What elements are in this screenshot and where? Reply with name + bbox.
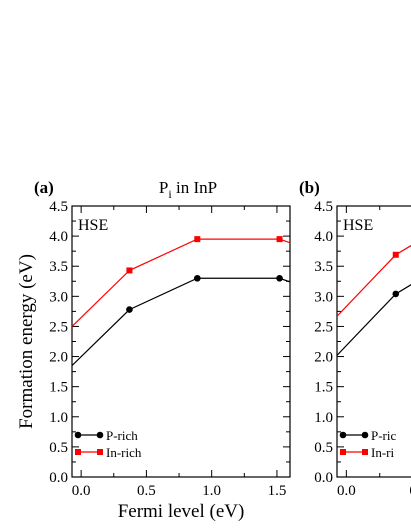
legend-marker [340, 449, 346, 455]
data-point [276, 236, 283, 243]
data-point [126, 306, 133, 313]
y-tick-label: 3.0 [49, 289, 68, 305]
x-tick-label: 0.0 [72, 483, 91, 499]
y-tick-label: 2.5 [314, 319, 333, 335]
series-in-rich [72, 236, 290, 327]
y-tick-label: 4.5 [49, 199, 68, 215]
x-axis-title: Fermi level (eV) [118, 501, 245, 522]
series-line [72, 238, 290, 327]
y-tick-label: 0.0 [49, 470, 68, 486]
x-tick-label: 0 [409, 483, 411, 499]
legend-marker [96, 431, 104, 439]
legend-label: In-rich [106, 445, 142, 460]
y-tick-label: 1.0 [314, 410, 333, 426]
series-line [72, 277, 290, 367]
y-tick-label: 0.5 [49, 440, 68, 456]
series-p-rich [72, 274, 290, 367]
legend-marker [362, 449, 368, 455]
x-tick-label: 0.0 [337, 483, 356, 499]
legend-label: In-ri [371, 445, 394, 460]
y-tick-label: 0.5 [314, 440, 333, 456]
series-in-rich [337, 244, 411, 317]
y-tick-label: 2.0 [314, 350, 333, 366]
x-tick-label: 1.5 [268, 483, 287, 499]
data-point [276, 274, 283, 282]
data-point [194, 274, 201, 282]
panel-b: 0.00.51.01.52.02.53.03.54.04.50.00Ferm(b… [299, 178, 411, 499]
y-tick-label: 3.5 [49, 259, 68, 275]
y-tick-label: 4.5 [314, 199, 333, 215]
legend: P-ric In-ri [339, 428, 397, 460]
x-tick-label: 0.5 [137, 483, 156, 499]
y-tick-label: 2.0 [49, 350, 68, 366]
legend-label: P-rich [106, 428, 138, 443]
data-point [194, 236, 201, 243]
x-tick-label: 1.0 [202, 483, 221, 499]
y-tick-label: 3.0 [314, 289, 333, 305]
data-point [126, 267, 133, 274]
legend: P-rich In-rich [74, 428, 142, 460]
legend-marker [97, 449, 103, 455]
y-tick-label: 0.0 [314, 470, 333, 486]
y-axis-title: Formation energy (eV) [16, 254, 37, 429]
legend-marker [339, 431, 347, 439]
series-p-rich [337, 284, 411, 356]
legend-marker [74, 431, 82, 439]
panel-label: (b) [299, 178, 320, 197]
legend-label: P-ric [371, 428, 397, 443]
panel-label: (a) [34, 178, 54, 197]
y-tick-label: 4.0 [314, 229, 333, 245]
data-point [392, 251, 399, 258]
y-tick-label: 2.5 [49, 319, 68, 335]
y-tick-label: 1.0 [49, 410, 68, 426]
y-tick-label: 1.5 [49, 380, 68, 396]
panel-title: Pi in InP [159, 178, 217, 201]
y-tick-label: 4.0 [49, 229, 68, 245]
series-line [337, 244, 411, 317]
method-annotation: HSE [343, 217, 373, 234]
legend-marker [361, 431, 369, 439]
y-tick-label: 1.5 [314, 380, 333, 396]
series-line [337, 284, 411, 356]
data-point [392, 290, 400, 298]
method-annotation: HSE [78, 217, 108, 234]
legend-marker [75, 449, 81, 455]
panel-a: 0.0 0.5 1.0 1.5 2.0 2.5 3.0 3.5 4.0 4.5 0.0 0.5 1.0 1… [16, 178, 291, 522]
y-tick-label: 3.5 [314, 259, 333, 275]
